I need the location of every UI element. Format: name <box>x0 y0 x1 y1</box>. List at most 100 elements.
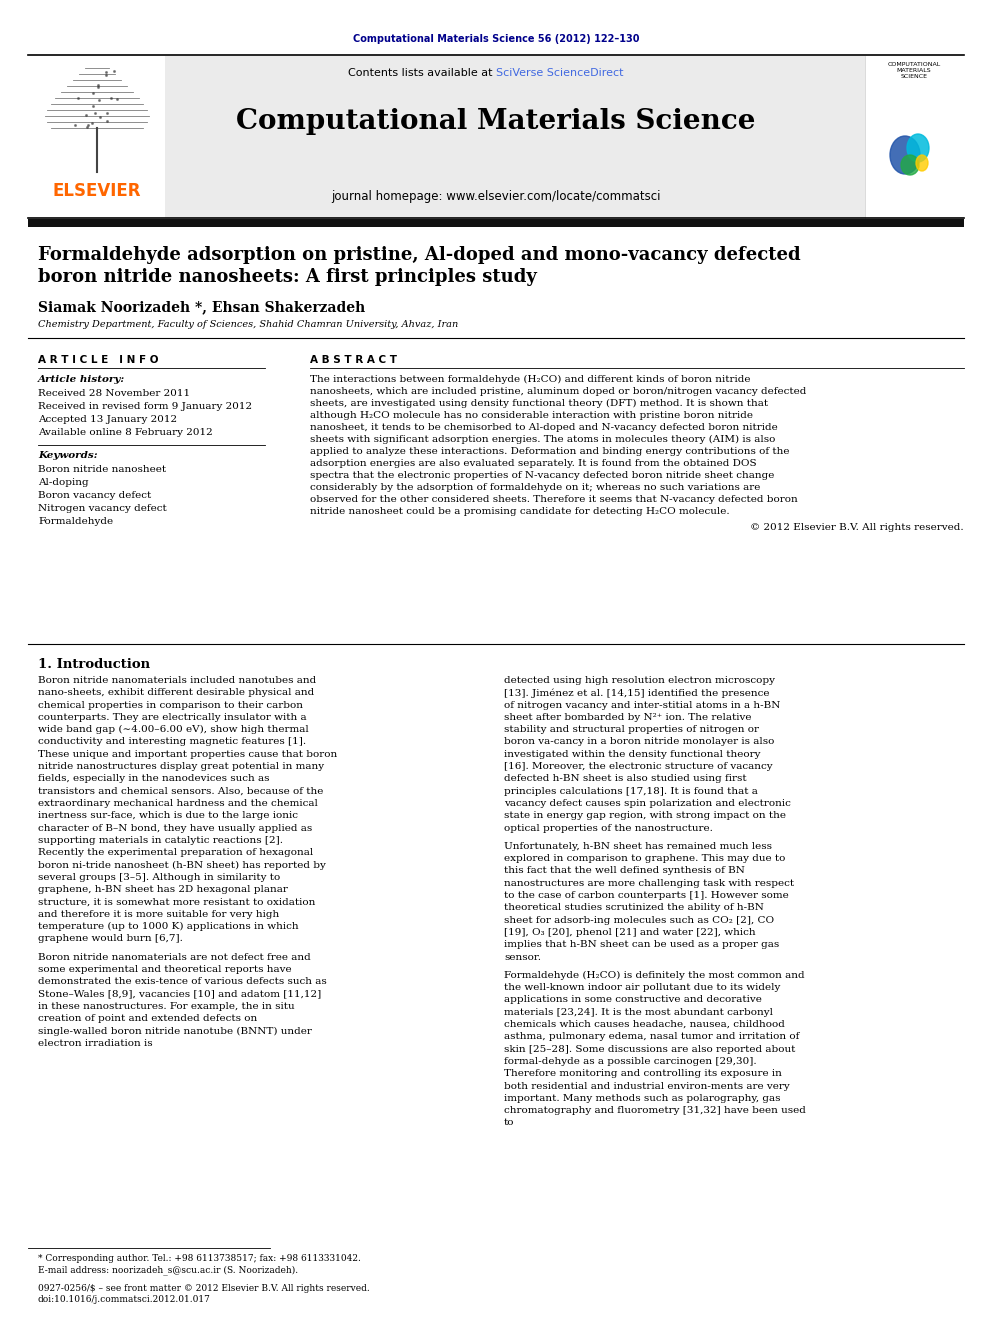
Text: and therefore it is more suitable for very high: and therefore it is more suitable for ve… <box>38 910 280 918</box>
Text: electron irradiation is: electron irradiation is <box>38 1039 153 1048</box>
Text: explored in comparison to graphene. This may due to: explored in comparison to graphene. This… <box>504 855 786 863</box>
Text: state in energy gap region, with strong impact on the: state in energy gap region, with strong … <box>504 811 786 820</box>
Text: both residential and industrial environ-ments are very: both residential and industrial environ-… <box>504 1082 790 1090</box>
Text: theoretical studies scrutinized the ability of h-BN: theoretical studies scrutinized the abil… <box>504 904 764 913</box>
Text: chemicals which causes headache, nausea, childhood: chemicals which causes headache, nausea,… <box>504 1020 785 1029</box>
Text: sheets, are investigated using density functional theory (DFT) method. It is sho: sheets, are investigated using density f… <box>310 400 768 407</box>
Text: boron nitride nanosheets: A first principles study: boron nitride nanosheets: A first princi… <box>38 269 537 286</box>
Text: character of B–N bond, they have usually applied as: character of B–N bond, they have usually… <box>38 824 312 832</box>
Text: Recently the experimental preparation of hexagonal: Recently the experimental preparation of… <box>38 848 313 857</box>
Text: Boron nitride nanosheet: Boron nitride nanosheet <box>38 464 166 474</box>
Text: in these nanostructures. For example, the in situ: in these nanostructures. For example, th… <box>38 1002 295 1011</box>
Text: ELSEVIER: ELSEVIER <box>53 183 141 200</box>
Text: chemical properties in comparison to their carbon: chemical properties in comparison to the… <box>38 701 303 709</box>
Text: optical properties of the nanostructure.: optical properties of the nanostructure. <box>504 824 713 832</box>
Text: the well-known indoor air pollutant due to its widely: the well-known indoor air pollutant due … <box>504 983 781 992</box>
Text: 0927-0256/$ – see front matter © 2012 Elsevier B.V. All rights reserved.: 0927-0256/$ – see front matter © 2012 El… <box>38 1285 370 1293</box>
Text: Formaldehyde adsorption on pristine, Al-doped and mono-vacancy defected: Formaldehyde adsorption on pristine, Al-… <box>38 246 801 265</box>
Text: These unique and important properties cause that boron: These unique and important properties ca… <box>38 750 337 759</box>
Text: counterparts. They are electrically insulator with a: counterparts. They are electrically insu… <box>38 713 307 722</box>
Ellipse shape <box>907 134 929 161</box>
Text: of nitrogen vacancy and inter-stitial atoms in a h-BN: of nitrogen vacancy and inter-stitial at… <box>504 701 781 709</box>
Text: Boron vacancy defect: Boron vacancy defect <box>38 491 151 500</box>
Text: nitride nanostructures display great potential in many: nitride nanostructures display great pot… <box>38 762 324 771</box>
Text: Keywords:: Keywords: <box>38 451 97 460</box>
Text: [13]. Jiménez et al. [14,15] identified the presence: [13]. Jiménez et al. [14,15] identified … <box>504 688 770 697</box>
Text: vacancy defect causes spin polarization and electronic: vacancy defect causes spin polarization … <box>504 799 791 808</box>
Ellipse shape <box>916 155 928 171</box>
Text: asthma, pulmonary edema, nasal tumor and irritation of: asthma, pulmonary edema, nasal tumor and… <box>504 1032 800 1041</box>
Text: Boron nitride nanomaterials included nanotubes and: Boron nitride nanomaterials included nan… <box>38 676 316 685</box>
Text: sheet for adsorb-ing molecules such as CO₂ [2], CO: sheet for adsorb-ing molecules such as C… <box>504 916 774 925</box>
Text: © 2012 Elsevier B.V. All rights reserved.: © 2012 Elsevier B.V. All rights reserved… <box>750 523 964 532</box>
Bar <box>865 56 964 218</box>
Text: nanostructures are more challenging task with respect: nanostructures are more challenging task… <box>504 878 795 888</box>
Text: Boron nitride nanomaterials are not defect free and: Boron nitride nanomaterials are not defe… <box>38 953 310 962</box>
Text: Available online 8 February 2012: Available online 8 February 2012 <box>38 429 212 437</box>
Text: nitride nanosheet could be a promising candidate for detecting H₂CO molecule.: nitride nanosheet could be a promising c… <box>310 507 730 516</box>
Text: Formaldehyde: Formaldehyde <box>38 517 113 527</box>
Text: Unfortunately, h-BN sheet has remained much less: Unfortunately, h-BN sheet has remained m… <box>504 841 772 851</box>
Text: detected using high resolution electron microscopy: detected using high resolution electron … <box>504 676 775 685</box>
Bar <box>28 56 165 218</box>
Text: creation of point and extended defects on: creation of point and extended defects o… <box>38 1015 257 1023</box>
Text: 1. Introduction: 1. Introduction <box>38 658 150 671</box>
Ellipse shape <box>890 136 920 175</box>
Text: Received in revised form 9 January 2012: Received in revised form 9 January 2012 <box>38 402 252 411</box>
Text: to the case of carbon counterparts [1]. However some: to the case of carbon counterparts [1]. … <box>504 892 789 900</box>
Text: The interactions between formaldehyde (H₂CO) and different kinds of boron nitrid: The interactions between formaldehyde (H… <box>310 374 751 384</box>
Text: Computational Materials Science 56 (2012) 122–130: Computational Materials Science 56 (2012… <box>353 34 639 44</box>
Text: journal homepage: www.elsevier.com/locate/commatsci: journal homepage: www.elsevier.com/locat… <box>331 191 661 202</box>
Text: principles calculations [17,18]. It is found that a: principles calculations [17,18]. It is f… <box>504 787 758 795</box>
Text: A R T I C L E   I N F O: A R T I C L E I N F O <box>38 355 159 365</box>
Text: this fact that the well defined synthesis of BN: this fact that the well defined synthesi… <box>504 867 745 876</box>
Text: several groups [3–5]. Although in similarity to: several groups [3–5]. Although in simila… <box>38 873 281 882</box>
Text: boron ni-tride nanosheet (h-BN sheet) has reported by: boron ni-tride nanosheet (h-BN sheet) ha… <box>38 860 326 869</box>
Text: Therefore monitoring and controlling its exposure in: Therefore monitoring and controlling its… <box>504 1069 782 1078</box>
Text: materials [23,24]. It is the most abundant carbonyl: materials [23,24]. It is the most abunda… <box>504 1008 773 1017</box>
Text: Al-doping: Al-doping <box>38 478 88 487</box>
Text: chromatography and fluorometry [31,32] have been used: chromatography and fluorometry [31,32] h… <box>504 1106 806 1115</box>
Text: sheet after bombarded by N²⁺ ion. The relative: sheet after bombarded by N²⁺ ion. The re… <box>504 713 752 722</box>
Text: fields, especially in the nanodevices such as: fields, especially in the nanodevices su… <box>38 774 270 783</box>
Text: * Corresponding author. Tel.: +98 6113738517; fax: +98 6113331042.: * Corresponding author. Tel.: +98 611373… <box>38 1254 361 1263</box>
Text: nanosheet, it tends to be chemisorbed to Al-doped and N-vacancy defected boron n: nanosheet, it tends to be chemisorbed to… <box>310 423 778 433</box>
Text: investigated within the density functional theory: investigated within the density function… <box>504 750 761 759</box>
Text: defected h-BN sheet is also studied using first: defected h-BN sheet is also studied usin… <box>504 774 747 783</box>
Text: considerably by the adsorption of formaldehyde on it; whereas no such variations: considerably by the adsorption of formal… <box>310 483 761 492</box>
Text: graphene would burn [6,7].: graphene would burn [6,7]. <box>38 934 183 943</box>
Text: implies that h-BN sheet can be used as a proper gas: implies that h-BN sheet can be used as a… <box>504 941 780 950</box>
Text: sheets with significant adsorption energies. The atoms in molecules theory (AIM): sheets with significant adsorption energ… <box>310 435 776 445</box>
Text: applied to analyze these interactions. Deformation and binding energy contributi: applied to analyze these interactions. D… <box>310 447 790 456</box>
Text: Computational Materials Science: Computational Materials Science <box>236 108 756 135</box>
Text: demonstrated the exis-tence of various defects such as: demonstrated the exis-tence of various d… <box>38 978 326 986</box>
Text: Siamak Noorizadeh *, Ehsan Shakerzadeh: Siamak Noorizadeh *, Ehsan Shakerzadeh <box>38 300 365 314</box>
Text: stability and structural properties of nitrogen or: stability and structural properties of n… <box>504 725 759 734</box>
Text: to: to <box>504 1118 515 1127</box>
Text: inertness sur-face, which is due to the large ionic: inertness sur-face, which is due to the … <box>38 811 298 820</box>
Text: extraordinary mechanical hardness and the chemical: extraordinary mechanical hardness and th… <box>38 799 317 808</box>
Text: skin [25–28]. Some discussions are also reported about: skin [25–28]. Some discussions are also … <box>504 1045 796 1053</box>
Text: A B S T R A C T: A B S T R A C T <box>310 355 397 365</box>
Text: Formaldehyde (H₂CO) is definitely the most common and: Formaldehyde (H₂CO) is definitely the mo… <box>504 971 805 980</box>
Text: SciVerse ScienceDirect: SciVerse ScienceDirect <box>496 67 624 78</box>
Text: applications in some constructive and decorative: applications in some constructive and de… <box>504 995 762 1004</box>
Text: [16]. Moreover, the electronic structure of vacancy: [16]. Moreover, the electronic structure… <box>504 762 773 771</box>
Text: transistors and chemical sensors. Also, because of the: transistors and chemical sensors. Also, … <box>38 787 323 795</box>
Text: Contents lists available at: Contents lists available at <box>348 67 496 78</box>
Text: [19], O₃ [20], phenol [21] and water [22], which: [19], O₃ [20], phenol [21] and water [22… <box>504 927 756 937</box>
Text: single-walled boron nitride nanotube (BNNT) under: single-walled boron nitride nanotube (BN… <box>38 1027 311 1036</box>
Text: structure, it is somewhat more resistant to oxidation: structure, it is somewhat more resistant… <box>38 897 315 906</box>
Ellipse shape <box>901 155 919 175</box>
Text: supporting materials in catalytic reactions [2].: supporting materials in catalytic reacti… <box>38 836 283 845</box>
Text: wide band gap (∼4.00–6.00 eV), show high thermal: wide band gap (∼4.00–6.00 eV), show high… <box>38 725 309 734</box>
Text: although H₂CO molecule has no considerable interaction with pristine boron nitri: although H₂CO molecule has no considerab… <box>310 411 753 419</box>
Text: graphene, h-BN sheet has 2D hexagonal planar: graphene, h-BN sheet has 2D hexagonal pl… <box>38 885 288 894</box>
Text: some experimental and theoretical reports have: some experimental and theoretical report… <box>38 964 292 974</box>
Text: COMPUTATIONAL
MATERIALS
SCIENCE: COMPUTATIONAL MATERIALS SCIENCE <box>888 62 940 78</box>
Text: Article history:: Article history: <box>38 374 125 384</box>
Text: formal-dehyde as a possible carcinogen [29,30].: formal-dehyde as a possible carcinogen [… <box>504 1057 757 1066</box>
Text: E-mail address: noorizadeh_s@scu.ac.ir (S. Noorizadeh).: E-mail address: noorizadeh_s@scu.ac.ir (… <box>38 1265 299 1275</box>
Bar <box>165 56 865 218</box>
Text: temperature (up to 1000 K) applications in which: temperature (up to 1000 K) applications … <box>38 922 299 931</box>
